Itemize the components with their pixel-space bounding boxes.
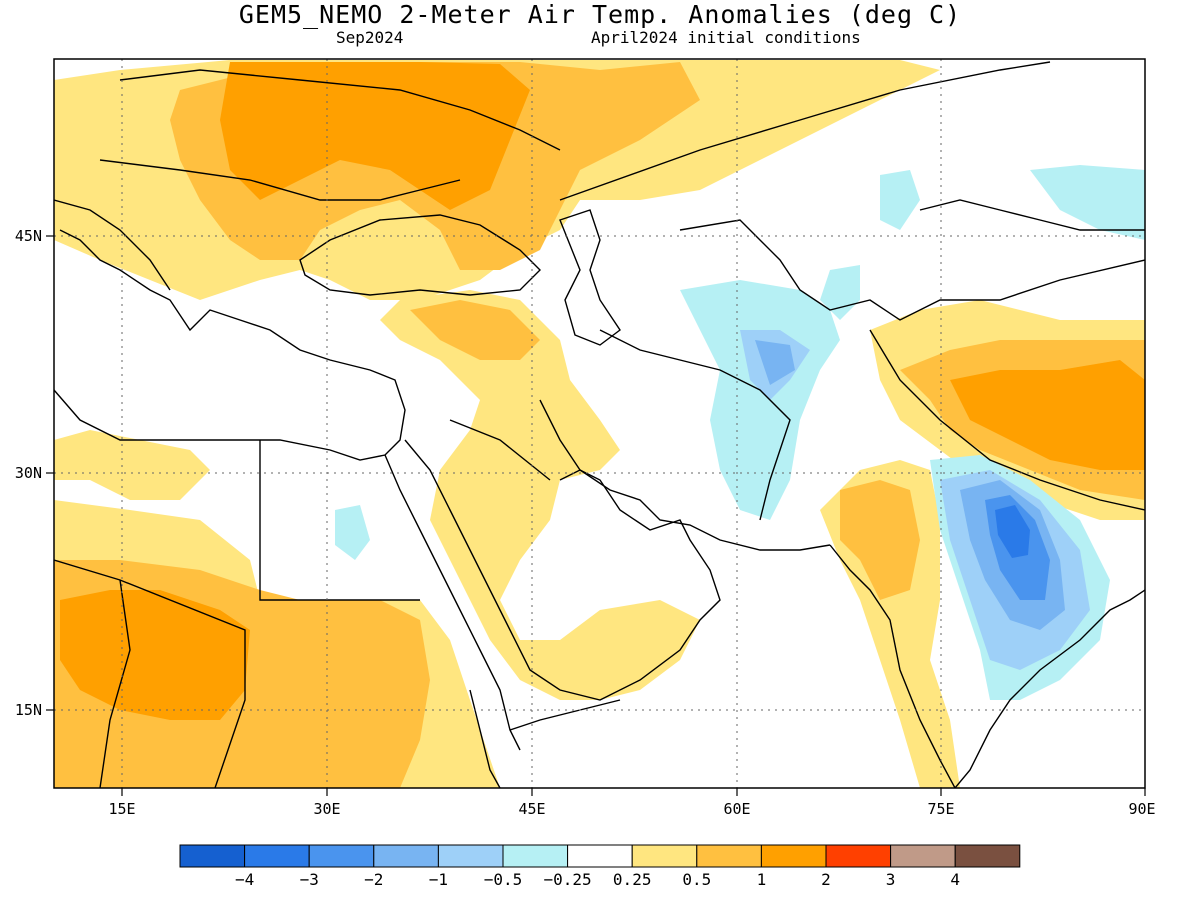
lon-label-15e: 15E [108,800,135,818]
colorbar-swatch [760,844,827,868]
colorbar-label: 0.5 [682,870,711,889]
coastlines-borders [54,61,1145,788]
colorbar-swatch [890,844,956,868]
lon-label-30e: 30E [313,800,340,818]
colorbar-label: −2 [364,870,383,889]
colorbar-label: −0.5 [484,870,523,889]
colorbar-label: −4 [235,870,254,889]
lon-label-90e: 90E [1128,800,1155,818]
colorbar-label: 4 [950,870,960,889]
gridlines [54,59,1145,788]
lon-label-75e: 75E [927,800,954,818]
colorbar-swatch [696,844,762,868]
colorbar-swatch [308,844,375,868]
colorbar-swatch [502,844,569,868]
lat-label-45n: 45N [15,227,42,245]
colorbar-label: 2 [821,870,831,889]
colorbar-label: −1 [429,870,448,889]
colorbar-swatch [954,844,1021,868]
lat-label-15n: 15N [15,701,42,719]
lon-label-45e: 45E [518,800,545,818]
initial-conditions: April2024 initial conditions [591,28,861,47]
anomaly-shading [54,60,1145,788]
colorbar-swatch [567,844,633,868]
tick-marks [46,235,1146,796]
colorbar-label: −3 [300,870,319,889]
colorbar: −4 −3 −2 −1 −0.5 −0.25 0.25 0.5 1 2 3 4 [179,844,1021,889]
anomaly-neg-3 [995,505,1030,558]
colorbar-swatch [825,844,892,868]
map-title: GEM5_NEMO 2-Meter Air Temp. Anomalies (d… [238,0,962,29]
colorbar-swatch [179,844,246,868]
colorbar-label: 0.25 [613,870,652,889]
map-frame [53,58,1146,789]
colorbar-label: −0.25 [544,870,592,889]
colorbar-swatch [244,844,310,868]
colorbar-swatch [631,844,698,868]
anomaly-1-2 [60,62,1145,720]
colorbar-label: 1 [757,870,767,889]
lon-label-60e: 60E [723,800,750,818]
colorbar-swatch [373,844,439,868]
colorbar-label: 3 [886,870,896,889]
lat-label-30n: 30N [15,464,42,482]
colorbar-swatch [437,844,504,868]
forecast-month: Sep2024 [336,28,404,47]
